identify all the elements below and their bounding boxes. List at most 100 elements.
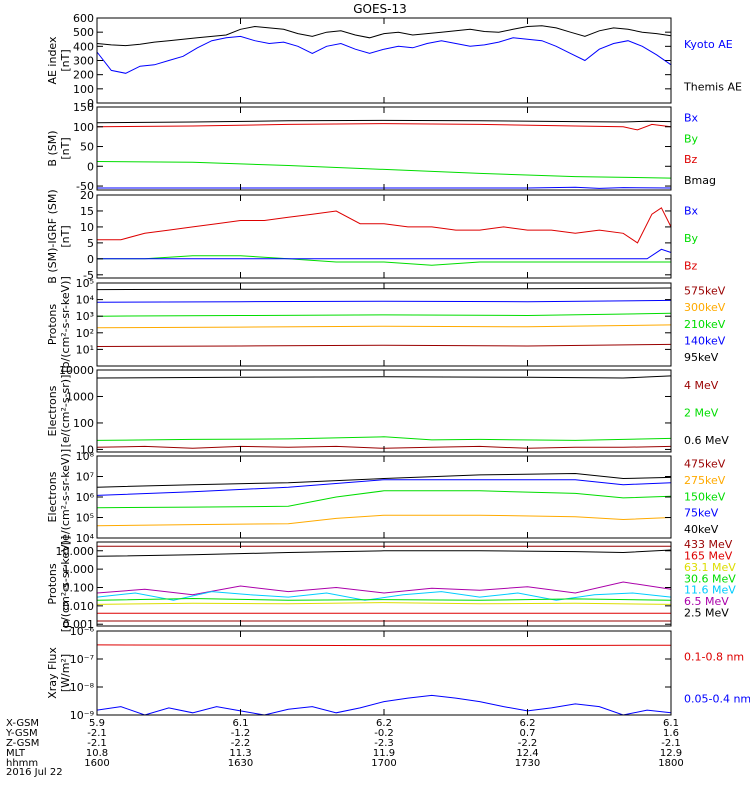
- y-axis-label: Electrons: [46, 471, 59, 522]
- y-axis-label: AE index: [46, 36, 59, 85]
- footer-value: 10.8: [86, 748, 108, 759]
- y-axis-label: B (SM): [46, 130, 59, 166]
- y-axis-label: [W/m²]: [59, 654, 72, 692]
- y-tick-label: 10³: [76, 310, 94, 323]
- y-tick-label: 400: [73, 40, 94, 53]
- legend-entry: 150keV: [684, 490, 726, 503]
- footer-row-label: X-GSM: [6, 718, 39, 729]
- footer-row-label: Z-GSM: [6, 738, 39, 749]
- legend-entry: 300keV: [684, 301, 726, 314]
- legend-entry: By: [684, 232, 699, 245]
- legend-entry: 30.6 MeV: [684, 572, 736, 585]
- y-tick-label: 10000: [59, 364, 94, 377]
- y-axis-label: [e/(cm²-s-sr)]: [59, 375, 72, 448]
- y-tick-label: 10²: [76, 327, 94, 340]
- y-tick-label: 5: [87, 237, 94, 250]
- legend-entry: 0.6 MeV: [684, 434, 729, 447]
- y-axis-label: Protons: [46, 304, 59, 345]
- footer-value: 1600: [84, 758, 109, 769]
- y-tick-label: 10⁻⁷: [70, 653, 94, 666]
- footer-date: 2016 Jul 22: [6, 767, 63, 778]
- y-tick-label: 300: [73, 55, 94, 68]
- y-axis-label: Electrons: [46, 385, 59, 436]
- legend-entry: 4 MeV: [684, 379, 719, 392]
- panel-frame: [96, 194, 672, 279]
- footer-value: -1.2: [231, 728, 251, 739]
- series-line-darkred: [96, 343, 672, 347]
- series-line-blue: [97, 248, 672, 260]
- panel-3: -5 0 5 10 15 20 B (SM)-IGRF (SM) [nT] Bx By Bz: [46, 189, 699, 284]
- y-tick-label: 10⁷: [76, 471, 94, 484]
- series-line-blue: [96, 299, 672, 303]
- footer-value: 5.9: [89, 718, 105, 729]
- series-line-cyan: [96, 591, 672, 601]
- y-tick-label: 1000: [66, 390, 94, 403]
- y-tick-label: 50: [80, 141, 94, 154]
- series-line-red: [97, 207, 672, 244]
- y-tick-label: -5: [83, 269, 94, 282]
- y-tick-label: 10⁴: [76, 294, 95, 307]
- y-tick-label: 10⁵: [76, 277, 94, 290]
- footer-ephemeris: X-GSM 5.9 6.1 6.2 6.2 6.1 Y-GSM -2.1 -1.2 -0.2 0.7…: [5, 718, 684, 769]
- y-tick-label: 150: [73, 101, 94, 114]
- y-tick-label: 10⁻⁹: [70, 709, 94, 722]
- footer-value: 6.2: [376, 718, 392, 729]
- footer-row-label: MLT: [6, 748, 26, 759]
- footer-value: 12.9: [660, 748, 682, 759]
- legend-entry: 0.05-0.4 nm: [684, 692, 750, 705]
- legend-entry: 0.1-0.8 nm: [684, 650, 744, 663]
- series-line-green: [96, 490, 672, 509]
- y-tick-label: 100: [73, 83, 94, 96]
- footer-value: 1800: [658, 758, 683, 769]
- series-line-red: [96, 644, 672, 647]
- y-axis-label: [p/(cm²-s-sr-keV)]: [59, 536, 72, 633]
- legend-entry: Bz: [684, 260, 698, 273]
- footer-value: 1630: [228, 758, 253, 769]
- footer-value: -2.1: [87, 728, 107, 739]
- panel-7: 0.001 0.010 0.100 1.000 10.000 Protons [p/(cm²…: [46, 536, 736, 633]
- y-tick-label: 1.000: [63, 563, 95, 576]
- y-axis-label: Xray Flux: [46, 647, 59, 699]
- series-line-black: [96, 549, 672, 557]
- panel-frame: [96, 455, 672, 539]
- legend-entry: 63.1 MeV: [684, 561, 736, 574]
- legend-entry: 2.5 MeV: [684, 607, 729, 620]
- y-tick-label: 0: [87, 97, 94, 110]
- y-axis-label: B (SM)-IGRF (SM): [46, 189, 59, 283]
- legend-entry: Bx: [684, 112, 699, 125]
- series-line-black: [96, 375, 672, 379]
- series-line-orange: [96, 324, 672, 329]
- series-line-green: [96, 436, 672, 441]
- footer-value: -2.3: [374, 738, 394, 749]
- legend-entry: 433 MeV: [684, 538, 733, 551]
- y-tick-label: 10⁻⁶: [70, 625, 95, 638]
- legend-entry: 140keV: [684, 334, 726, 347]
- legend-entry: 40keV: [684, 523, 719, 536]
- y-tick-label: 10: [80, 221, 94, 234]
- y-tick-label: 10⁻⁸: [70, 681, 95, 694]
- footer-value: 1.6: [663, 728, 679, 739]
- legend-entry: 2 MeV: [684, 406, 719, 419]
- y-tick-label: -50: [76, 180, 94, 193]
- footer-value: 11.3: [229, 748, 251, 759]
- series-line-black: [96, 25, 672, 47]
- panel-frame: [96, 106, 672, 191]
- footer-value: -2.1: [87, 738, 107, 749]
- series-line-green: [96, 312, 672, 317]
- footer-value: 6.1: [663, 718, 679, 729]
- legend-entry: 575keV: [684, 285, 726, 298]
- series-line-green: [97, 255, 671, 266]
- legend-entry: 6.5 MeV: [684, 595, 729, 608]
- footer-value: -2.2: [231, 738, 251, 749]
- y-tick-label: 0.100: [63, 581, 95, 594]
- series-line-black: [96, 119, 672, 124]
- legend-entry: 75keV: [684, 507, 719, 520]
- y-tick-label: 10⁴: [76, 532, 95, 545]
- footer-value: 11.9: [373, 748, 395, 759]
- panel-6: 10⁴ 10⁵ 10⁶ 10⁷ 10⁸ Electrons [e/(cm²-s-sr-keV…: [46, 449, 726, 547]
- legend-entry: Bz: [684, 153, 698, 166]
- y-tick-label: 600: [73, 12, 94, 25]
- series-line-orange: [96, 514, 672, 527]
